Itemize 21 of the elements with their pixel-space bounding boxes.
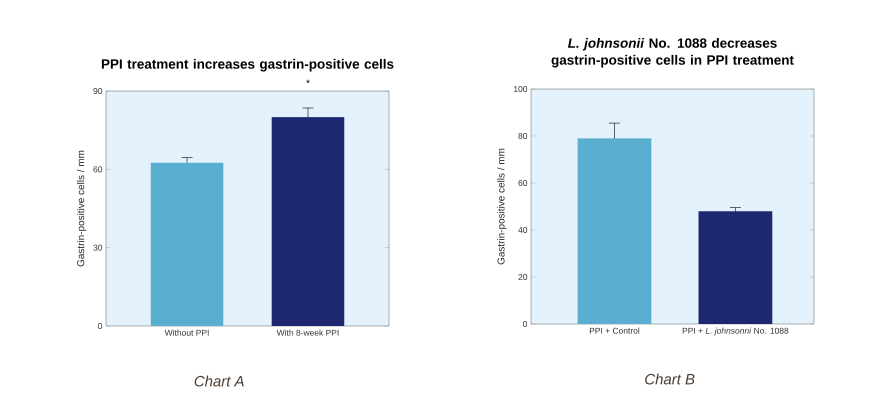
chart-title: L. johnsonii No. 1088 decreases gastrin-positive cells in PPI treatment xyxy=(552,38,794,68)
x-tick-label: PPI + L. johnsonni No. 1088 xyxy=(682,328,788,336)
y-tick-label: 60 xyxy=(94,166,102,172)
y-tick-label: 20 xyxy=(518,274,528,280)
y-tick-label: 80 xyxy=(518,133,528,139)
y-tick-label: 100 xyxy=(514,86,528,92)
y-tick-label: 0 xyxy=(98,323,102,329)
text: Chart A xyxy=(194,376,244,386)
y-tick-label: 0 xyxy=(523,321,528,327)
x-tick-label: Without PPI xyxy=(164,330,209,336)
y-tick-label: 60 xyxy=(518,180,528,186)
x-tick-label: With 8-week PPI xyxy=(276,330,338,336)
chart-title: PPI treatment increases gastrin-positive cells xyxy=(102,58,394,72)
y-axis-title: Gastrin-positive cells / mm xyxy=(497,148,507,264)
text: * xyxy=(306,80,310,84)
y-tick-label: 30 xyxy=(93,244,102,251)
y-tick-label: 90 xyxy=(93,88,102,94)
y-tick-label: 40 xyxy=(518,227,528,233)
y-axis-title: Gastrin-positive cells / mm xyxy=(76,150,86,266)
text: Chart B xyxy=(645,374,694,384)
x-tick-label: PPI + Control xyxy=(590,328,640,334)
